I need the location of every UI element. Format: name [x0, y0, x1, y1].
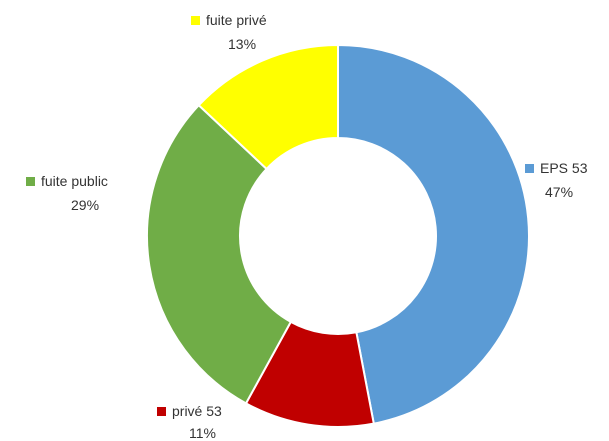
slice-fuite-public [146, 103, 293, 405]
slice-fuite-priv [197, 43, 339, 171]
label-eps53: EPS 53 47% [525, 160, 588, 200]
legend-swatch-fuite-prive [191, 16, 200, 25]
label-fuite-public: fuite public 29% [26, 173, 108, 213]
slice-label-fuite-prive: fuite privé [206, 12, 267, 28]
slice-percent-prive53: 11% [189, 425, 216, 441]
slice-label-fuite-public: fuite public [41, 173, 108, 189]
slice-percent-fuite-prive: 13% [228, 36, 256, 52]
slice-label-eps53: EPS 53 [540, 160, 588, 176]
label-fuite-prive: fuite privé 13% [191, 12, 267, 52]
slices-group [146, 43, 530, 428]
slice-label-prive53: privé 53 [172, 403, 222, 419]
slice-percent-fuite-public: 29% [71, 197, 99, 213]
legend-swatch-prive53 [157, 407, 166, 416]
slice-eps-53 [337, 43, 530, 425]
legend-swatch-eps53 [525, 164, 534, 173]
label-prive53: privé 53 11% [157, 403, 222, 441]
legend-swatch-fuite-public [26, 177, 35, 186]
slice-percent-eps53: 47% [545, 184, 573, 200]
